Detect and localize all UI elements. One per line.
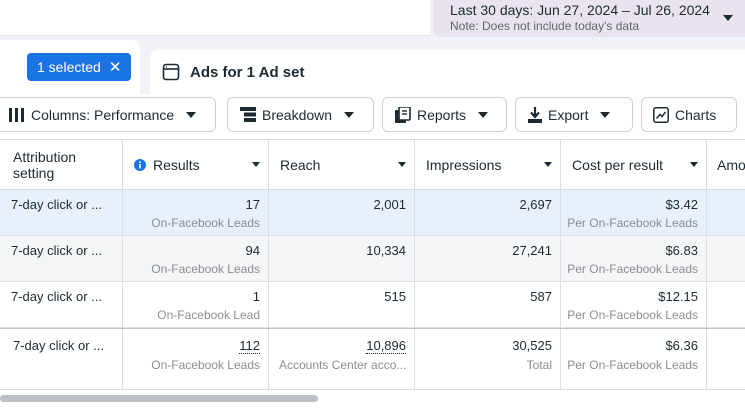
chevron-down-icon[interactable] xyxy=(252,162,260,167)
results-unit: On-Facebook Leads xyxy=(151,262,260,276)
chevron-down-icon xyxy=(600,111,611,118)
table-row[interactable]: 7-day click or ... 1 On-Facebook Lead 515… xyxy=(0,282,745,328)
header-results-label: Results xyxy=(153,157,200,173)
breakdown-icon xyxy=(240,107,256,122)
impressions-value: 2,697 xyxy=(519,197,552,212)
breakdown-button-label: Breakdown xyxy=(262,106,333,123)
reach-value: 2,001 xyxy=(373,197,406,212)
columns-icon xyxy=(9,107,24,122)
reports-button-label: Reports xyxy=(417,106,467,123)
header-reach[interactable]: Reach xyxy=(269,140,415,190)
date-range-label: Last 30 days: Jun 27, 2024 – Jul 26, 202… xyxy=(450,2,710,18)
reach-value: 515 xyxy=(384,289,406,304)
columns-button[interactable]: Columns: Performance xyxy=(0,97,216,132)
date-range-picker[interactable]: Last 30 days: Jun 27, 2024 – Jul 26, 202… xyxy=(433,0,745,37)
cost-per-result-unit: Per On-Facebook Leads xyxy=(567,308,698,322)
columns-button-label: Columns: Performance xyxy=(31,106,175,123)
toolbar: Columns: Performance Breakdown Reports E… xyxy=(0,94,745,140)
header-impressions[interactable]: Impressions xyxy=(415,140,561,190)
reach-value: 10,334 xyxy=(366,243,406,258)
header-cost-per-result-label: Cost per result xyxy=(572,157,664,173)
total-impressions-unit: Total xyxy=(526,358,552,372)
results-unit: On-Facebook Lead xyxy=(157,308,260,322)
top-bar: Last 30 days: Jun 27, 2024 – Jul 26, 202… xyxy=(0,0,745,40)
chevron-down-icon xyxy=(723,15,733,21)
charts-button[interactable]: Charts xyxy=(641,97,737,132)
ads-table: Attribution setting Results Reach Impres… xyxy=(0,140,745,392)
cost-per-result-value: $6.83 xyxy=(665,243,698,258)
cost-per-result-unit: Per On-Facebook Leads xyxy=(567,262,698,276)
attribution-cell: 7-day click or ... xyxy=(11,243,103,258)
top-bar-left xyxy=(0,0,430,36)
table-row[interactable]: 7-day click or ... 94 On-Facebook Leads 1… xyxy=(0,236,745,282)
total-cost-per-result-value: $6.36 xyxy=(665,338,698,353)
horizontal-scrollbar-thumb[interactable] xyxy=(0,395,318,402)
table-row[interactable]: 7-day click or ... 17 On-Facebook Leads 2… xyxy=(0,190,745,236)
total-results-unit: On-Facebook Leads xyxy=(151,358,260,372)
close-icon[interactable]: ✕ xyxy=(108,58,122,76)
chevron-down-icon xyxy=(478,111,489,118)
header-cost-per-result[interactable]: Cost per result xyxy=(561,140,707,190)
results-value: 17 xyxy=(245,197,260,212)
reports-button[interactable]: Reports xyxy=(382,97,507,132)
header-impressions-label: Impressions xyxy=(426,157,502,173)
adset-icon xyxy=(162,63,180,81)
charts-icon xyxy=(653,106,669,123)
attribution-cell: 7-day click or ... xyxy=(11,289,103,304)
header-reach-label: Reach xyxy=(280,157,321,173)
export-button-label: Export xyxy=(548,106,589,123)
header-results[interactable]: Results xyxy=(123,140,269,190)
tab-ads-for-adset-label: Ads for 1 Ad set xyxy=(190,63,305,81)
export-button[interactable]: Export xyxy=(515,97,633,132)
chevron-down-icon[interactable] xyxy=(690,162,698,167)
header-amount-spent-label: Amo xyxy=(717,157,745,173)
cost-per-result-value: $3.42 xyxy=(665,197,698,212)
reports-icon xyxy=(395,106,411,123)
cost-per-result-value: $12.15 xyxy=(658,289,698,304)
total-attribution-cell: 7-day click or ... xyxy=(13,338,105,353)
cost-per-result-unit: Per On-Facebook Leads xyxy=(567,216,698,230)
selection-chip-label: 1 selected xyxy=(37,59,101,75)
date-range-note: Note: Does not include today's data xyxy=(450,19,640,33)
total-impressions-value: 30,525 xyxy=(512,338,552,353)
selection-chip[interactable]: 1 selected ✕ xyxy=(27,53,132,81)
charts-button-label: Charts xyxy=(675,106,717,123)
breakdown-button[interactable]: Breakdown xyxy=(227,97,374,132)
header-amount-spent[interactable]: Amo xyxy=(707,140,745,190)
results-value: 94 xyxy=(245,243,260,258)
total-cost-per-result-unit: Per On-Facebook Leads xyxy=(567,358,698,372)
impressions-value: 27,241 xyxy=(512,243,552,258)
total-reach-value[interactable]: 10,896 xyxy=(366,338,406,354)
chevron-down-icon[interactable] xyxy=(398,162,406,167)
attribution-cell: 7-day click or ... xyxy=(11,197,103,212)
chevron-down-icon xyxy=(344,111,355,118)
header-attribution-setting[interactable]: Attribution setting xyxy=(0,140,123,190)
info-icon[interactable] xyxy=(134,159,146,171)
selection-row: 1 selected ✕ Ads for 1 Ad set xyxy=(0,40,745,94)
total-results-value[interactable]: 112 xyxy=(239,338,260,354)
export-icon xyxy=(528,106,542,123)
results-value: 1 xyxy=(252,289,260,304)
chevron-down-icon[interactable] xyxy=(544,162,552,167)
table-header: Attribution setting Results Reach Impres… xyxy=(0,140,745,190)
tab-ads-for-adset[interactable]: Ads for 1 Ad set xyxy=(150,50,745,94)
table-total-row: 7-day click or ... 112 On-Facebook Leads … xyxy=(0,328,745,390)
impressions-value: 587 xyxy=(530,289,552,304)
results-unit: On-Facebook Leads xyxy=(151,216,260,230)
total-reach-unit: Accounts Center acco... xyxy=(279,358,407,372)
chevron-down-icon xyxy=(186,111,197,118)
